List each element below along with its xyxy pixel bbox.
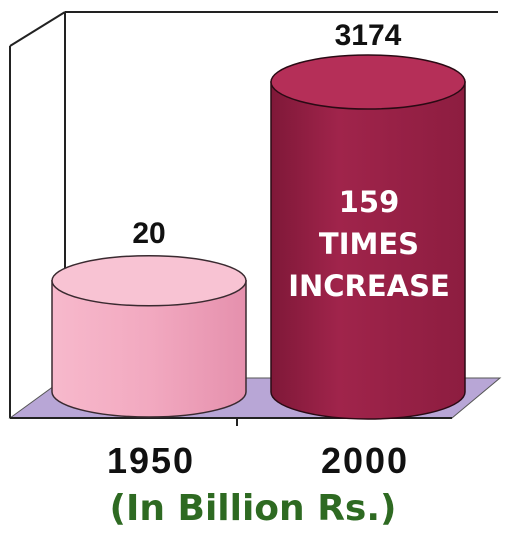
annotation-line-3: INCREASE xyxy=(288,269,450,303)
bar-body-1950 xyxy=(51,279,247,418)
side-wall-top-edge xyxy=(9,11,66,47)
bar-top-1950 xyxy=(51,254,247,307)
unit-label: (In Billion Rs.) xyxy=(109,488,397,529)
annotation-line-2: TIMES xyxy=(319,227,419,261)
bar-2000 xyxy=(270,54,466,420)
category-label-2000: 2000 xyxy=(321,440,409,481)
value-label-1950: 20 xyxy=(132,217,165,250)
bar-1950 xyxy=(51,254,247,418)
value-label-2000: 3174 xyxy=(335,19,402,52)
annotation-line-1: 159 xyxy=(339,185,400,219)
bar-body-2000 xyxy=(270,81,466,420)
bar-top-2000 xyxy=(270,54,466,110)
category-label-1950: 1950 xyxy=(107,440,195,481)
